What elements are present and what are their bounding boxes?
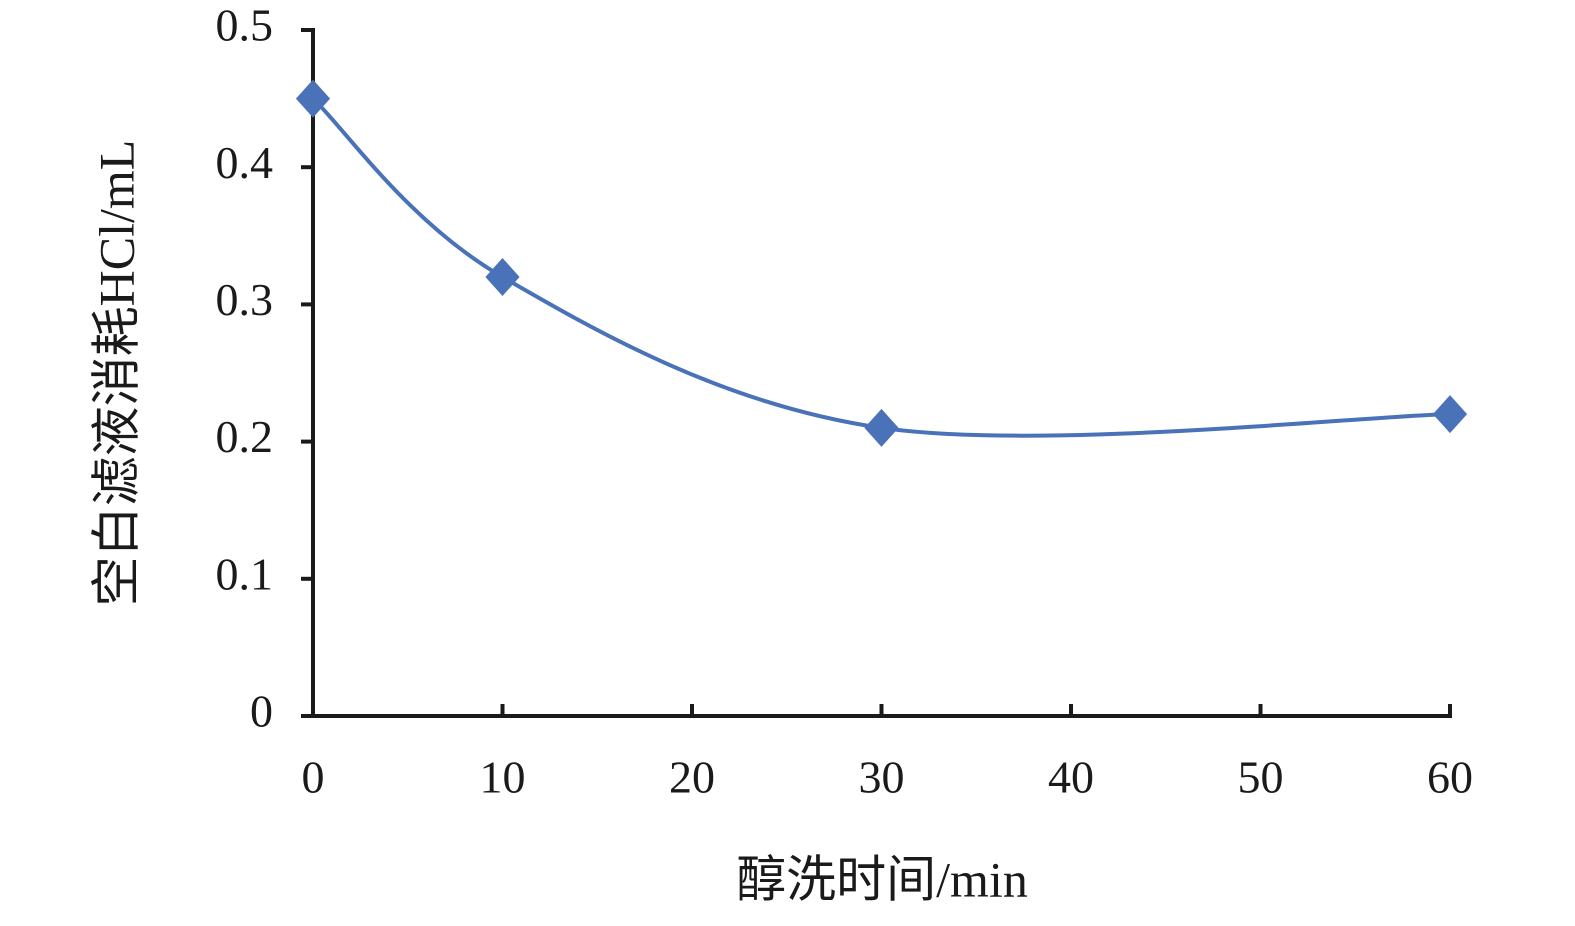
y-tick-label: 0.3 bbox=[216, 274, 274, 325]
x-tick-label: 10 bbox=[480, 752, 526, 803]
marker bbox=[295, 79, 331, 118]
x-tick-label: 50 bbox=[1238, 752, 1284, 803]
x-tick-label: 60 bbox=[1427, 752, 1473, 803]
y-tick-label: 0.2 bbox=[216, 411, 274, 462]
marker bbox=[864, 408, 899, 447]
y-tick-label: 0.4 bbox=[216, 137, 274, 188]
y-tick-label: 0.1 bbox=[216, 548, 274, 599]
y-tick-label: 0 bbox=[250, 686, 273, 737]
x-tick-label: 40 bbox=[1048, 752, 1094, 803]
marker bbox=[1432, 395, 1468, 434]
x-axis-label: 醇洗时间/min bbox=[736, 851, 1028, 907]
y-tick-label: 0.5 bbox=[216, 0, 274, 51]
line bbox=[311, 97, 1451, 438]
marker bbox=[485, 257, 520, 296]
x-tick-label: 20 bbox=[669, 752, 715, 803]
x-tick-label: 0 bbox=[302, 752, 325, 803]
y-axis-label: 空白滤液消耗HCl/mL bbox=[88, 140, 144, 607]
x-tick-label: 30 bbox=[859, 752, 905, 803]
